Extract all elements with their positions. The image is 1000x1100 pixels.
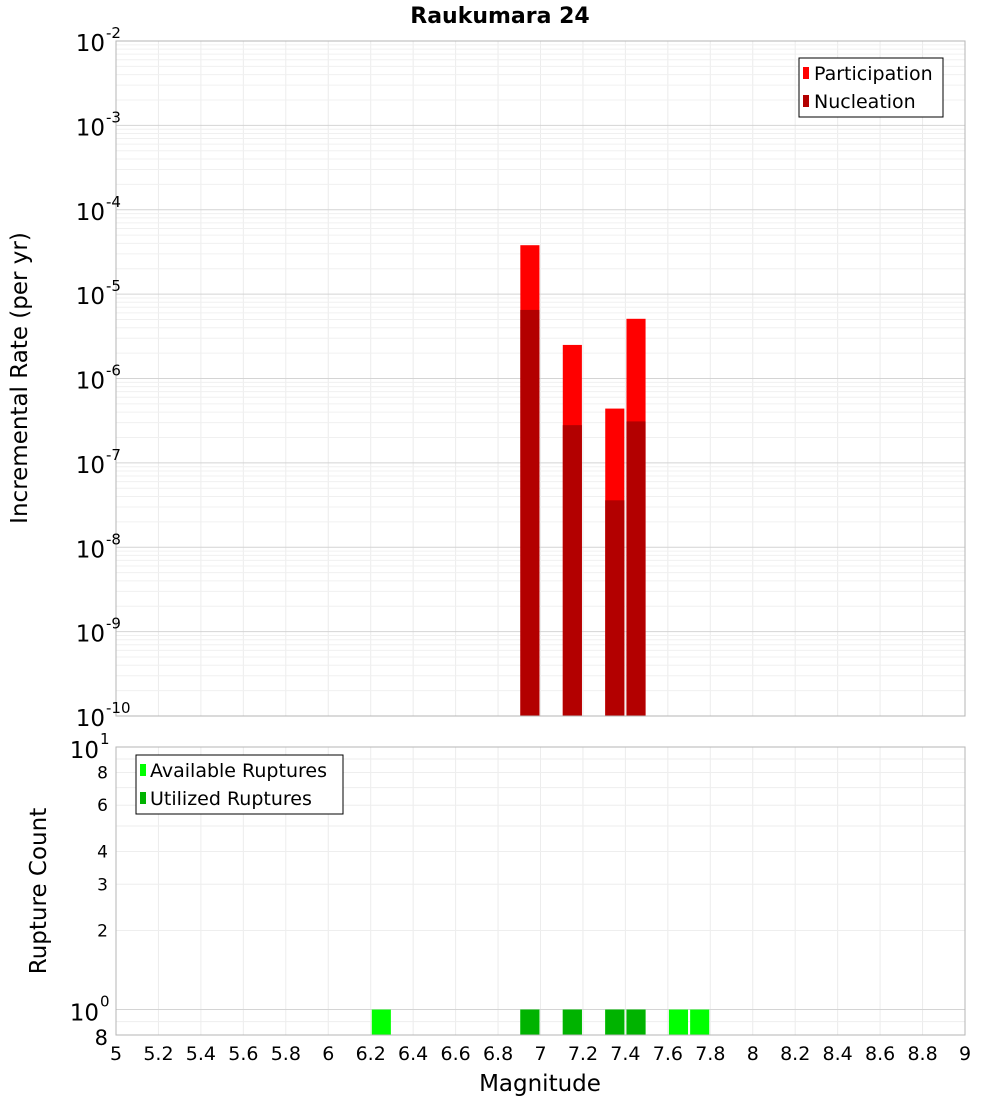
bottom-chart-legend: Available Ruptures Utilized Ruptures [135,754,344,815]
x-tick-label: 5.6 [228,1043,258,1065]
bottom-y-tick-label: 10 [70,738,99,764]
x-tick-label: 8.2 [780,1043,810,1065]
x-tick-label: 7.8 [695,1043,725,1065]
x-tick-label: 7.4 [610,1043,640,1065]
bottom-chart-plot-area [115,746,966,1036]
bar-utilized-ruptures [520,1009,540,1035]
bar-nucleation [605,500,625,716]
x-tick-label: 5.8 [271,1043,301,1065]
top-y-tick-exponent: -4 [106,193,121,211]
x-tick-label: 7 [534,1043,546,1065]
x-tick-label: 8 [747,1043,759,1065]
bottom-y-tick-label: 3 [97,875,108,895]
bottom-y-axis-label: Rupture Count [26,808,52,974]
top-y-tick-label: 10 [76,706,105,732]
x-tick-label: 5 [110,1043,122,1065]
top-y-tick-exponent: -2 [106,24,121,42]
top-y-tick-exponent: -6 [106,362,121,380]
top-chart-bars [520,245,646,717]
top-y-tick-label: 10 [76,31,105,57]
bottom-y-tick-label: 4 [97,842,108,862]
bottom-y-tick-label: 10 [70,1001,99,1027]
chart-title: Raukumara 24 [410,4,589,29]
legend-label-participation: Participation [814,63,933,85]
bottom-chart-bars [371,1009,710,1035]
bottom-y-tick-label: 8 [97,763,108,783]
top-y-tick-exponent: -9 [106,615,121,633]
bar-available-ruptures [690,1009,710,1035]
x-tick-label: 8.6 [865,1043,895,1065]
top-y-tick-label: 10 [76,369,105,395]
x-tick-label: 5.4 [186,1043,216,1065]
top-chart-legend: Participation Nucleation [798,57,944,118]
bar-utilized-ruptures [562,1009,582,1035]
top-y-tick-label: 10 [76,622,105,648]
bottom-y-tick-label: 2 [97,922,108,942]
bar-utilized-ruptures [626,1009,646,1035]
bar-available-ruptures [668,1009,689,1035]
top-y-tick-label: 10 [76,453,105,479]
legend-swatch-available-ruptures [140,764,146,776]
top-y-tick-exponent: -3 [106,108,121,126]
x-tick-label: 6 [322,1043,334,1065]
top-y-tick-label: 10 [76,115,105,141]
top-y-tick-exponent: -8 [106,530,121,548]
bottom-y-tick-label: 6 [97,796,108,816]
legend-swatch-nucleation [803,95,809,107]
x-tick-label: 6.2 [356,1043,386,1065]
x-tick-label: 8.8 [907,1043,937,1065]
bottom-y-tick-exponent: 1 [100,730,110,748]
top-legend-box [798,57,944,118]
legend-label-utilized-ruptures: Utilized Ruptures [150,788,312,810]
bar-nucleation [562,425,582,716]
x-axis-label: Magnitude [479,1071,601,1097]
legend-label-nucleation: Nucleation [814,91,916,113]
top-chart-plot-area [115,40,966,717]
x-tick-label: 6.4 [398,1043,428,1065]
top-y-tick-label: 10 [76,284,105,310]
x-tick-label: 9 [959,1043,971,1065]
top-y-tick-exponent: -5 [106,277,121,295]
x-tick-label: 6.6 [440,1043,470,1065]
legend-swatch-participation [803,67,809,79]
top-y-tick-label: 10 [76,537,105,563]
bar-available-ruptures [371,1009,391,1035]
top-y-tick-exponent: -10 [106,699,131,717]
bottom-legend-box [135,754,344,815]
top-y-tick-exponent: -7 [106,446,121,464]
bar-nucleation [626,421,646,716]
bottom-y-tick-label: 8 [95,1026,108,1050]
top-y-tick-label: 10 [76,200,105,226]
bar-nucleation [520,309,540,716]
x-tick-label: 6.8 [483,1043,513,1065]
top-chart-grid [116,41,965,716]
x-tick-label: 7.2 [568,1043,598,1065]
legend-swatch-utilized-ruptures [140,792,146,804]
bottom-y-tick-exponent: 0 [100,993,110,1011]
top-y-axis-label: Incremental Rate (per yr) [7,232,33,524]
bar-utilized-ruptures [605,1009,625,1035]
x-tick-label: 7.6 [653,1043,683,1065]
legend-label-available-ruptures: Available Ruptures [150,760,327,782]
x-tick-label: 5.2 [143,1043,173,1065]
x-axis-ticks: 5 5.2 5.4 5.6 5.8 6 6.2 6.4 6.6 6.8 7 7.2 7.4 7.6 7.8 8… [110,1043,971,1065]
x-tick-label: 8.4 [823,1043,853,1065]
